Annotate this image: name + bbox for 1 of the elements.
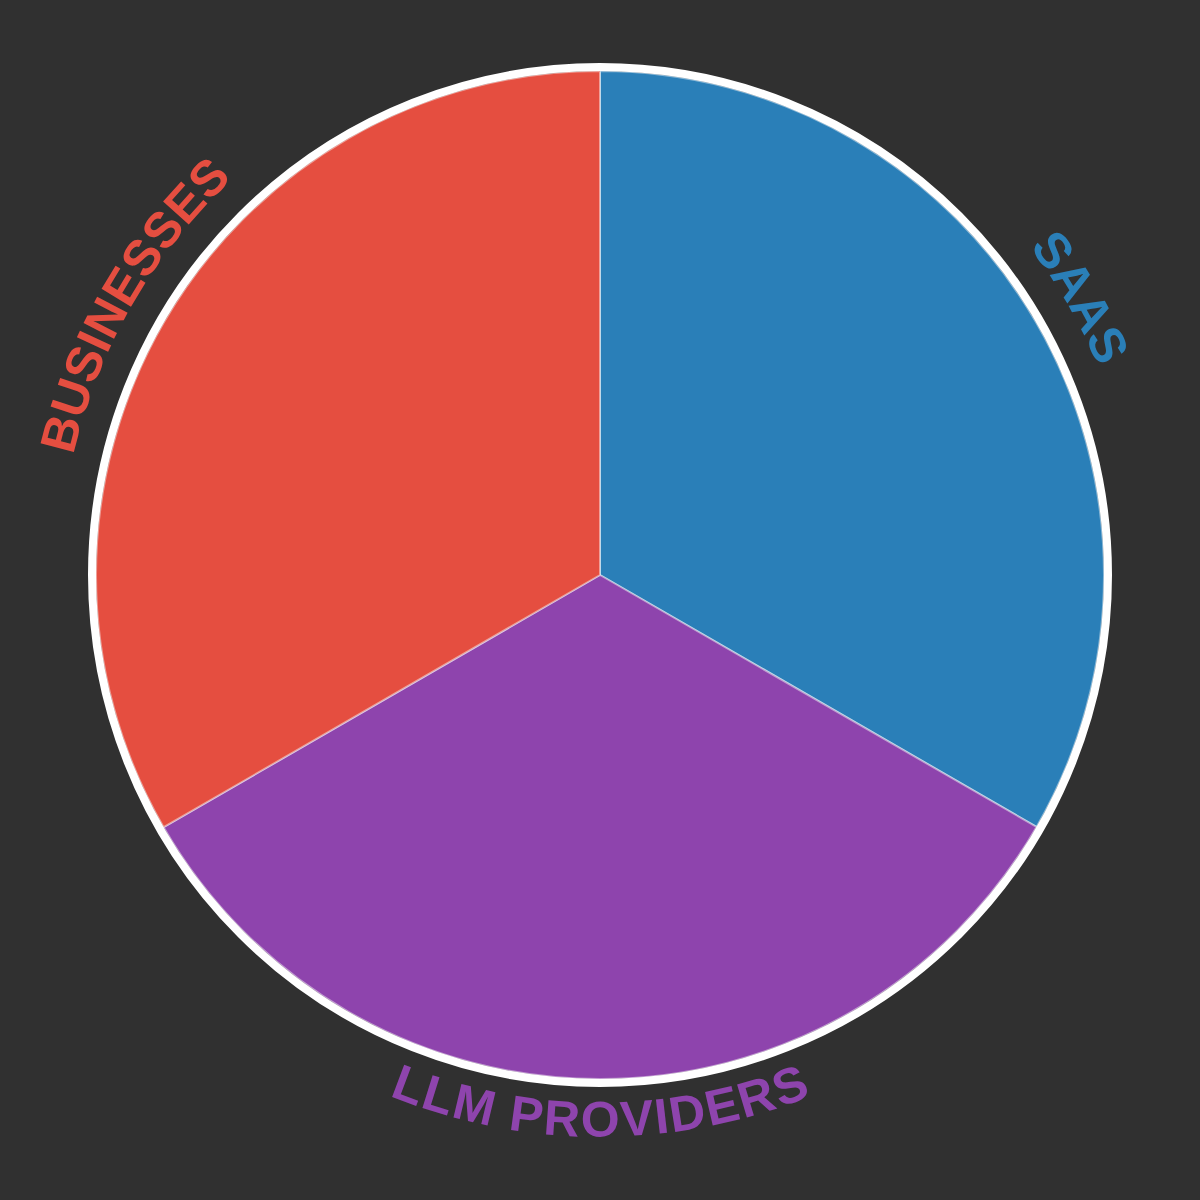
category-label: LLM PROVIDERS bbox=[385, 1053, 816, 1148]
